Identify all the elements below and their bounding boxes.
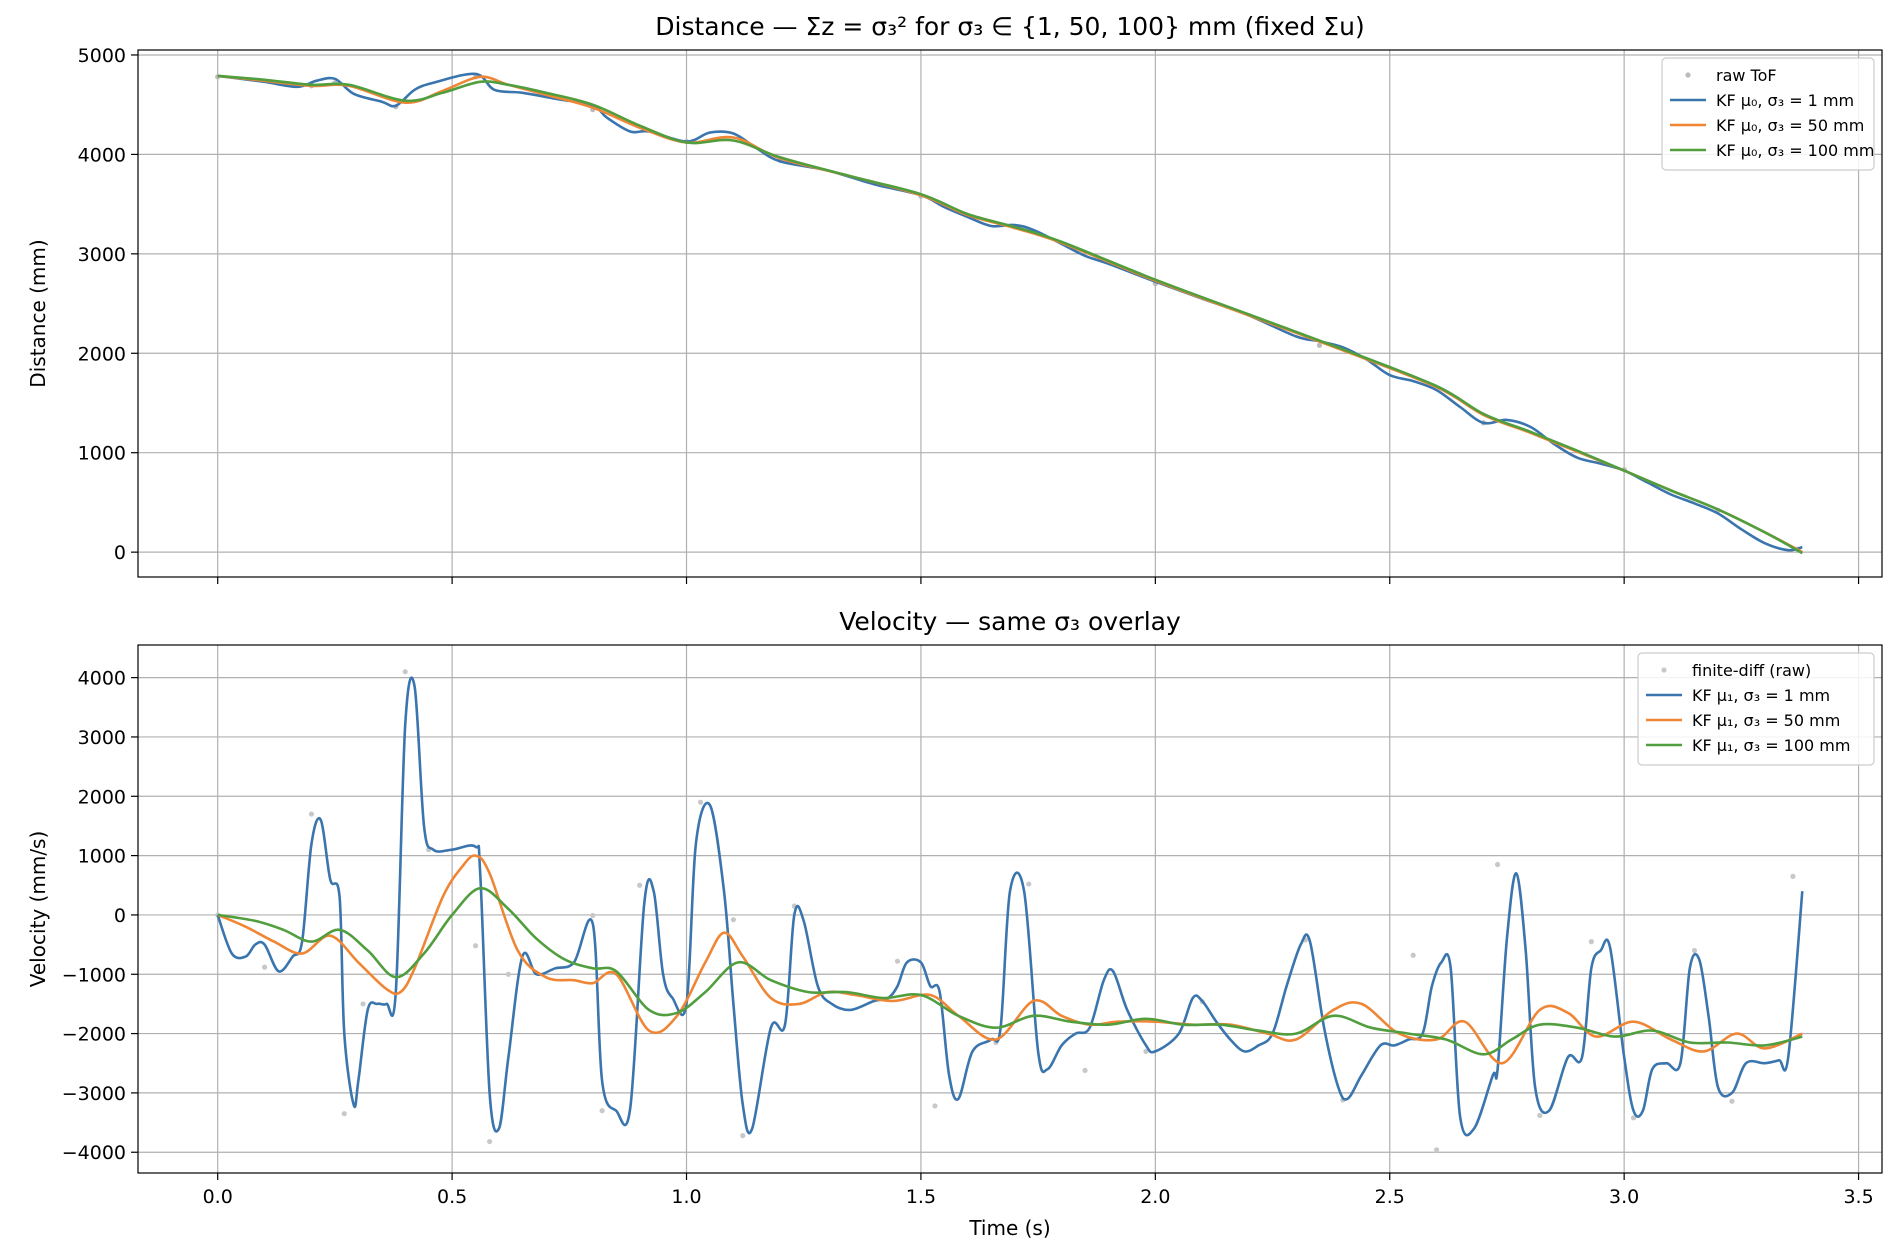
panel1-line-series-3 <box>217 886 1803 1056</box>
panel0-legend-label-1: KF μ₀, σ₃ = 1 mm <box>1716 91 1854 110</box>
panel1-y-tick-label-0: −4000 <box>62 1142 126 1164</box>
velocity-y-axis-label: Velocity (mm/s) <box>26 831 50 988</box>
panel0-line-series-3 <box>217 74 1803 555</box>
panel1-raw-point-7 <box>472 943 479 949</box>
panel1-raw-point-10 <box>590 912 596 919</box>
panel0-legend: raw ToF KF μ₀, σ₃ = 1 mm KF μ₀, σ₃ = 50 mm… <box>1661 57 1875 171</box>
panel1-raw-point-20 <box>1026 881 1032 887</box>
panel0-y-tick-label-2: 2000 <box>78 343 126 365</box>
panel0-series <box>215 72 1803 555</box>
panel1-raw-point-30 <box>1588 939 1594 945</box>
time-x-axis-label: Time (s) <box>968 1216 1050 1240</box>
panel1-x-tick-label-4: 2.0 <box>1140 1186 1170 1208</box>
panel1-raw-point-17 <box>894 958 901 964</box>
velocity-panel: Velocity — same σ₃ overlay Velocity (mm/… <box>26 607 1883 1240</box>
panel0-legend-label-2: KF μ₀, σ₃ = 50 mm <box>1716 116 1864 135</box>
panel1-legend-marker-0 <box>1661 667 1667 673</box>
panel1-line-series-1 <box>216 676 1804 1137</box>
panel1-raw-point-5 <box>402 669 408 675</box>
panel1-x-tick-label-2: 1.0 <box>671 1186 701 1208</box>
panel1-line-series-2 <box>217 854 1803 1065</box>
panel1-raw-point-26 <box>1410 952 1416 958</box>
panel1-y-tick-label-5: 1000 <box>78 846 126 868</box>
panel1-raw-point-27 <box>1434 1147 1440 1153</box>
panel0-y-tick-label-1: 1000 <box>78 443 126 465</box>
panel1-y-tick-label-8: 4000 <box>78 668 126 690</box>
panel1-x-tick-label-0: 0.0 <box>203 1186 233 1208</box>
panel1-series <box>215 669 1804 1153</box>
panel0-y-tick-label-3: 3000 <box>78 244 126 266</box>
panel1-x-tick-label-3: 1.5 <box>906 1186 936 1208</box>
panel1-raw-point-18 <box>932 1103 938 1109</box>
panel1-legend-label-3: KF μ₁, σ₃ = 100 mm <box>1692 736 1850 755</box>
panel1-raw-point-13 <box>697 799 704 805</box>
panel1-x-tick-label-1: 0.5 <box>437 1186 467 1208</box>
panel1-raw-point-3 <box>341 1111 347 1117</box>
panel1-y-tick-label-2: −2000 <box>62 1024 126 1046</box>
panel0-line-series-1 <box>217 72 1803 552</box>
panel1-raw-point-15 <box>740 1133 746 1139</box>
panel1-raw-point-1 <box>261 964 268 970</box>
panel0-ticks: 0 1000 2000 3000 4000 5000 <box>78 45 1860 584</box>
panel1-raw-point-9 <box>505 971 511 977</box>
panel1-raw-point-4 <box>360 1001 366 1007</box>
panel0-y-tick-label-5: 5000 <box>78 45 126 67</box>
panel1-legend-label-0: finite-diff (raw) <box>1692 661 1811 680</box>
panel1-raw-point-22 <box>1143 1048 1149 1054</box>
panel1-y-tick-label-6: 2000 <box>78 786 126 808</box>
panel1-x-tick-label-6: 3.0 <box>1609 1186 1639 1208</box>
distance-y-axis-label: Distance (mm) <box>26 239 50 387</box>
panel0-legend-label-0: raw ToF <box>1716 66 1777 85</box>
panel1-raw-point-31 <box>1630 1115 1637 1121</box>
panel1-y-tick-label-3: −1000 <box>62 964 126 986</box>
panel1-raw-point-33 <box>1729 1098 1735 1104</box>
panel1-raw-point-34 <box>1790 873 1796 879</box>
panel0-axes-frame <box>137 49 1883 578</box>
panel0-y-tick-label-0: 0 <box>114 542 126 564</box>
distance-panel: Distance — Σz = σ₃² for σ₃ ∈ {1, 50, 100… <box>26 12 1883 584</box>
panel0-y-tick-label-4: 4000 <box>78 144 126 166</box>
panel1-raw-point-21 <box>1082 1067 1088 1073</box>
panel0-grid <box>138 50 1882 577</box>
panel1-ticks: 0.0 0.5 1.0 1.5 2.0 2.5 3.0 3.5 −4000 −3000 −2000 −… <box>62 668 1874 1208</box>
panel1-plot-area <box>138 645 1882 1173</box>
panel1-y-tick-label-7: 3000 <box>78 727 126 749</box>
velocity-title: Velocity — same σ₃ overlay <box>839 607 1181 636</box>
panel0-plot-area <box>138 50 1882 577</box>
panel1-raw-point-12 <box>637 882 643 888</box>
panel0-legend-label-3: KF μ₀, σ₃ = 100 mm <box>1716 141 1874 160</box>
panel1-raw-point-2 <box>308 811 315 817</box>
panel1-raw-point-14 <box>730 917 736 923</box>
panel0-legend-marker-0 <box>1685 72 1691 78</box>
panel1-raw-point-28 <box>1494 861 1501 868</box>
panel1-x-tick-label-5: 2.5 <box>1375 1186 1405 1208</box>
panel1-legend-label-2: KF μ₁, σ₃ = 50 mm <box>1692 711 1840 730</box>
panel1-raw-point-11 <box>599 1108 605 1114</box>
distance-title: Distance — Σz = σ₃² for σ₃ ∈ {1, 50, 100… <box>655 12 1364 41</box>
panel0-raw-point-11 <box>1316 342 1323 348</box>
panel1-y-tick-label-4: 0 <box>114 905 126 927</box>
panel0-legend-box <box>1661 57 1875 171</box>
panel1-x-tick-label-7: 3.5 <box>1843 1186 1873 1208</box>
panel1-raw-point-8 <box>487 1138 493 1145</box>
panel1-legend-box <box>1637 652 1875 766</box>
panel1-raw-point-32 <box>1691 947 1698 954</box>
panel1-axes-frame <box>137 644 1883 1174</box>
panel1-y-tick-label-1: −3000 <box>62 1083 126 1105</box>
panel1-legend: finite-diff (raw) KF μ₁, σ₃ = 1 mm KF μ₁, … <box>1637 652 1875 766</box>
panel1-legend-label-1: KF μ₁, σ₃ = 1 mm <box>1692 686 1830 705</box>
panel1-raw-point-29 <box>1537 1112 1543 1119</box>
